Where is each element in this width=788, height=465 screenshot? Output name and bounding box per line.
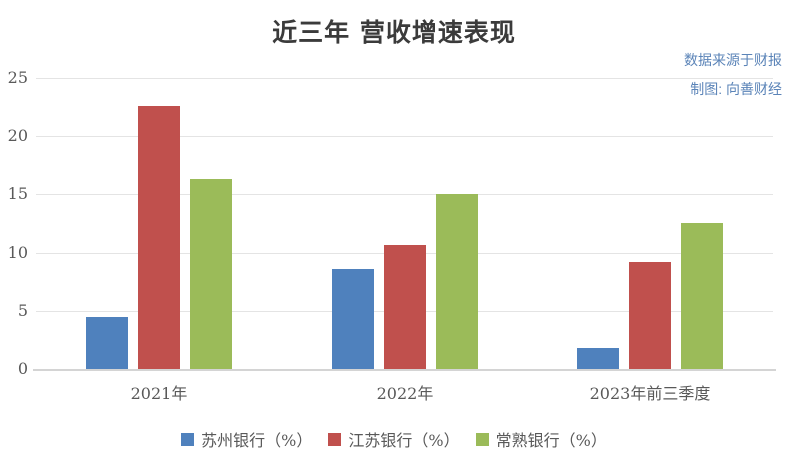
bar-series-1-cat-0 <box>138 106 180 369</box>
bar-series-1-cat-2 <box>629 262 671 369</box>
legend: 苏州银行（%） 江苏银行（%） 常熟银行（%） <box>0 427 788 451</box>
legend-swatch-icon <box>181 432 195 446</box>
gridline-y20 <box>36 136 773 137</box>
data-source-note: 数据来源于财报 <box>684 52 782 68</box>
bar-series-2-cat-2 <box>681 223 723 369</box>
x-axis-tick-label: 2022年 <box>376 384 434 403</box>
bar-series-0-cat-0 <box>86 317 128 369</box>
legend-item-1: 江苏银行（%） <box>328 427 460 451</box>
legend-label: 江苏银行（%） <box>348 431 460 450</box>
bar-series-1-cat-1 <box>384 245 426 369</box>
x-axis-tick-label: 2023年前三季度 <box>589 384 711 403</box>
bar-series-0-cat-2 <box>577 348 619 369</box>
legend-swatch-icon <box>475 432 489 446</box>
gridline-y25 <box>36 78 773 79</box>
chart-title: 近三年 营收增速表现 <box>272 18 516 47</box>
x-axis-tick-label: 2021年 <box>130 384 188 403</box>
y-axis-tick-label: 5 <box>17 301 28 320</box>
y-axis-tick-label: 10 <box>7 243 28 262</box>
legend-item-0: 苏州银行（%） <box>181 427 312 451</box>
bar-series-2-cat-0 <box>190 179 232 369</box>
x-axis-line <box>33 369 776 371</box>
y-axis-tick-label: 25 <box>7 68 28 87</box>
legend-swatch-icon <box>328 432 342 446</box>
legend-label: 苏州银行（%） <box>201 431 313 450</box>
y-axis-tick-label: 20 <box>7 126 28 145</box>
y-axis-tick-label: 0 <box>17 359 28 378</box>
y-axis-tick-label: 15 <box>7 184 28 203</box>
bar-series-0-cat-1 <box>332 269 374 369</box>
bar-series-2-cat-1 <box>436 194 478 369</box>
legend-item-2: 常熟银行（%） <box>475 427 607 451</box>
credit-note: 制图: 向善财经 <box>690 81 782 97</box>
gridline-y15 <box>36 194 773 195</box>
legend-label: 常熟银行（%） <box>495 431 607 450</box>
